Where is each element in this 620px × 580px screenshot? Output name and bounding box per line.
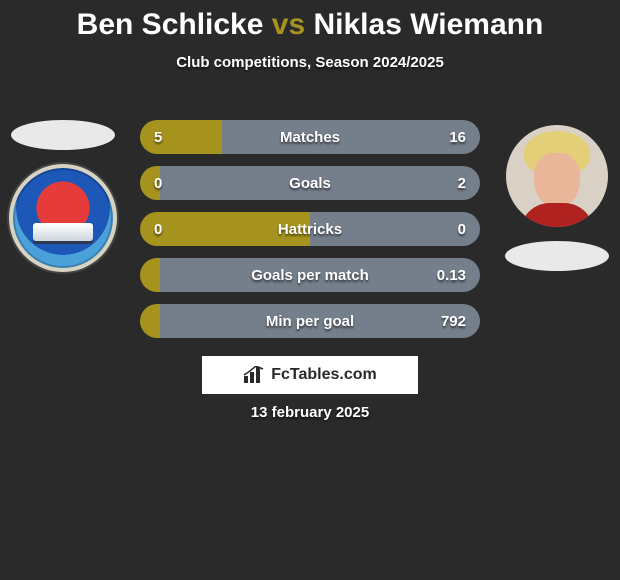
title-player1: Ben Schlicke bbox=[77, 8, 264, 41]
logo-badge: FcTables.com bbox=[202, 356, 418, 394]
comparison-value-left: 0 bbox=[154, 166, 162, 200]
comparison-value-right: 0 bbox=[458, 212, 466, 246]
comparison-row: Matches5 16 bbox=[140, 120, 480, 154]
comparison-value-left: 5 bbox=[154, 120, 162, 154]
comparison-value-right: 0.13 bbox=[437, 258, 466, 292]
comparison-label: Matches bbox=[140, 120, 480, 154]
comparison-value-right: 792 bbox=[441, 304, 466, 338]
comparison-value-right: 2 bbox=[458, 166, 466, 200]
comparison-row: Goals0 2 bbox=[140, 166, 480, 200]
page-title: Ben Schlicke vs Niklas Wiemann bbox=[0, 0, 620, 42]
comparison-value-left: 0 bbox=[154, 212, 162, 246]
comparison-row: Hattricks0 0 bbox=[140, 212, 480, 246]
comparison-row: Goals per match0.13 bbox=[140, 258, 480, 292]
date-text: 13 february 2025 bbox=[0, 404, 620, 421]
player-right-photo bbox=[506, 125, 608, 227]
comparison-row: Min per goal792 bbox=[140, 304, 480, 338]
comparison-label: Min per goal bbox=[140, 304, 480, 338]
comparison-value-right: 16 bbox=[449, 120, 466, 154]
title-vs: vs bbox=[272, 8, 305, 41]
comparison-label: Hattricks bbox=[140, 212, 480, 246]
bar-chart-icon bbox=[243, 366, 265, 384]
comparison-bars: Matches516Goals02Hattricks00Goals per ma… bbox=[140, 120, 480, 350]
subtitle: Club competitions, Season 2024/2025 bbox=[0, 54, 620, 71]
title-player2: Niklas Wiemann bbox=[314, 8, 544, 41]
logo-text: FcTables.com bbox=[271, 366, 377, 384]
comparison-label: Goals bbox=[140, 166, 480, 200]
comparison-label: Goals per match bbox=[140, 258, 480, 292]
player-right-name-placeholder bbox=[505, 241, 609, 271]
player-left-name-placeholder bbox=[11, 120, 115, 150]
player-left-column bbox=[8, 120, 118, 272]
player-right-column bbox=[502, 125, 612, 271]
player-left-club-badge-icon bbox=[9, 164, 117, 272]
